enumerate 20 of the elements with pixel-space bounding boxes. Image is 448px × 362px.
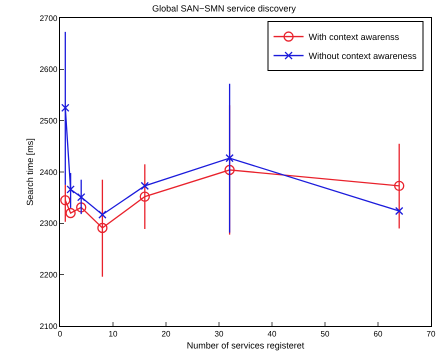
x-tick-label: 10 <box>108 330 118 339</box>
x-tick-label: 0 <box>58 330 63 339</box>
chart-title: Global SAN−SMN service discovery <box>152 4 296 14</box>
x-tick-label: 50 <box>320 330 330 339</box>
legend-label: With context awarenss <box>308 32 400 42</box>
x-tick-label: 70 <box>426 330 436 339</box>
x-tick-label: 60 <box>374 330 383 339</box>
x-tick-label: 40 <box>268 330 277 339</box>
x-tick-label: 20 <box>162 330 171 339</box>
y-tick-label: 2500 <box>40 116 58 126</box>
y-tick-label: 2400 <box>40 168 58 177</box>
y-tick-label: 2300 <box>40 219 58 228</box>
y-axis-title: Search time [ms] <box>24 138 35 206</box>
y-tick-label: 2700 <box>40 14 58 23</box>
y-tick-label: 2600 <box>40 65 58 74</box>
y-tick-label: 2100 <box>40 322 58 331</box>
x-axis-title: Number of services registeret <box>186 340 305 350</box>
y-tick-label: 2200 <box>40 270 58 280</box>
x-tick-label: 30 <box>214 330 224 339</box>
legend-label: Without context awareness <box>308 51 418 62</box>
